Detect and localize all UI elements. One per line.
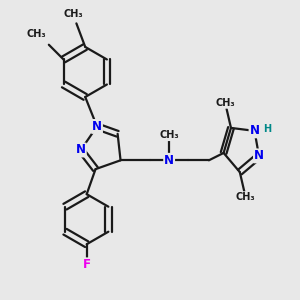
Text: CH₃: CH₃ bbox=[26, 29, 46, 39]
Text: N: N bbox=[92, 120, 102, 133]
Text: F: F bbox=[83, 258, 91, 271]
Text: CH₃: CH₃ bbox=[64, 9, 83, 19]
Text: CH₃: CH₃ bbox=[236, 192, 256, 202]
Text: CH₃: CH₃ bbox=[159, 130, 179, 140]
Text: N: N bbox=[76, 143, 86, 157]
Text: N: N bbox=[164, 154, 174, 167]
Text: H: H bbox=[263, 124, 271, 134]
Text: N: N bbox=[254, 149, 264, 162]
Text: CH₃: CH₃ bbox=[215, 98, 235, 108]
Text: N: N bbox=[250, 124, 260, 137]
